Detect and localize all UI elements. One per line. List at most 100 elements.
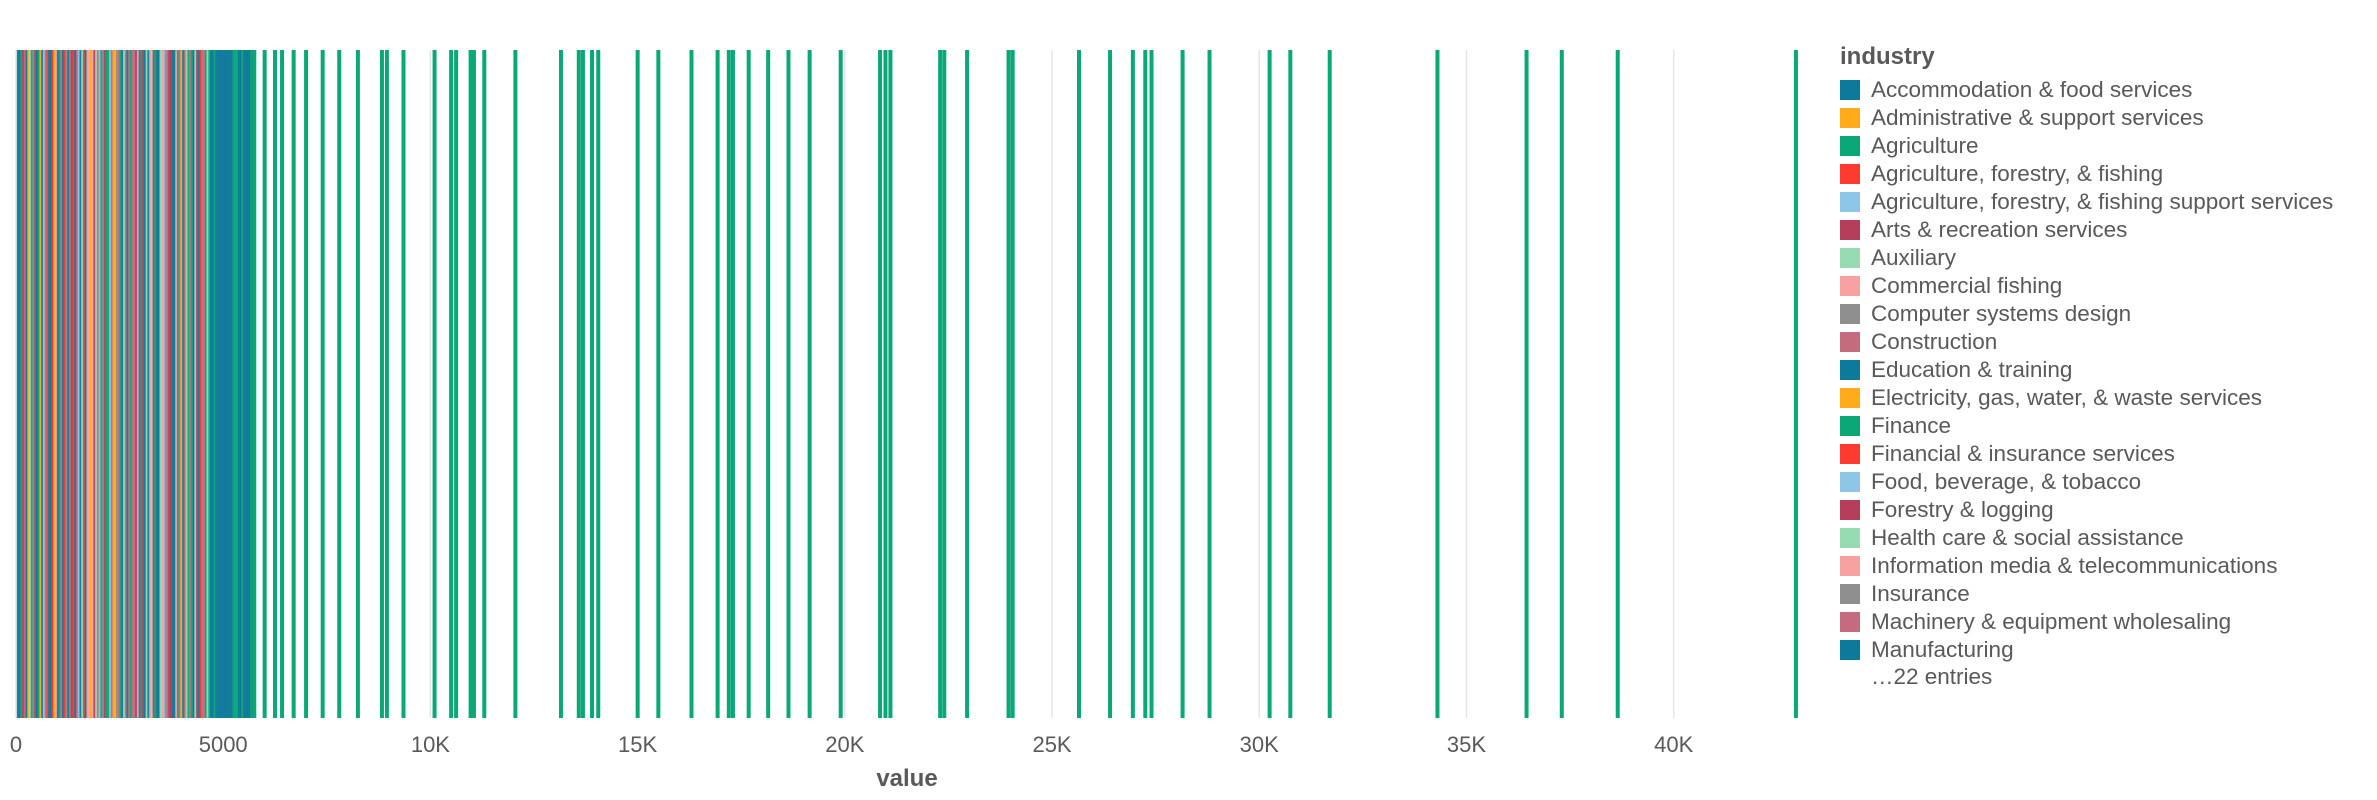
legend-item[interactable]: Health care & social assistance (1840, 524, 2370, 552)
value-mark (355, 50, 360, 718)
legend-item[interactable]: Electricity, gas, water, & waste service… (1840, 384, 2370, 412)
value-mark (1524, 50, 1529, 718)
dense-mark (190, 50, 195, 718)
dense-mark (173, 50, 177, 718)
value-mark (449, 50, 454, 718)
legend-item[interactable]: Accommodation & food services (1840, 76, 2370, 104)
legend-item[interactable]: Construction (1840, 328, 2370, 356)
legend-swatch (1840, 248, 1860, 268)
dense-mark (30, 50, 34, 718)
legend-swatch (1840, 108, 1860, 128)
dense-mark (39, 50, 43, 718)
dense-mark (168, 50, 172, 718)
legend-swatch (1840, 276, 1860, 296)
dense-mark (223, 50, 228, 718)
dense-mark (46, 50, 50, 718)
dense-mark (220, 50, 224, 718)
value-mark (1076, 50, 1081, 718)
value-mark (1010, 50, 1015, 718)
dense-mark (143, 50, 148, 718)
legend-swatch (1840, 360, 1860, 380)
legend-item[interactable]: Information media & telecommunications (1840, 552, 2370, 580)
dense-mark (74, 50, 78, 718)
dense-mark (103, 50, 108, 718)
value-mark (1615, 50, 1620, 718)
dense-mark (37, 50, 41, 718)
value-mark (596, 50, 601, 718)
dense-mark (114, 50, 118, 718)
legend-label: Electricity, gas, water, & waste service… (1871, 385, 2262, 410)
dense-mark (82, 50, 87, 718)
legend-item[interactable]: Machinery & equipment wholesaling (1840, 608, 2370, 636)
legend-item[interactable]: Agriculture, forestry, & fishing support… (1840, 188, 2370, 216)
value-mark (558, 50, 563, 718)
value-mark (379, 50, 384, 718)
dense-mark (126, 50, 130, 718)
value-mark (838, 50, 843, 718)
legend-swatch (1840, 164, 1860, 184)
legend-more-entries: …22 entries (1871, 664, 1993, 689)
dense-mark (145, 50, 149, 718)
legend-item[interactable]: Agriculture, forestry, & fishing (1840, 160, 2370, 188)
legend-swatch (1840, 528, 1860, 548)
legend-item[interactable]: Finance (1840, 412, 2370, 440)
legend-swatch (1840, 332, 1860, 352)
dense-mark (241, 50, 245, 718)
dense-mark (63, 50, 68, 718)
value-mark (471, 50, 476, 718)
dense-mark (189, 50, 193, 718)
legend-item[interactable]: Food, beverage, & tobacco (1840, 468, 2370, 496)
dense-mark (197, 50, 202, 718)
value-mark (1006, 50, 1011, 718)
value-mark (432, 50, 437, 718)
legend-item[interactable]: Forestry & logging (1840, 496, 2370, 524)
legend-label: Food, beverage, & tobacco (1871, 469, 2142, 494)
value-mark (1130, 50, 1135, 718)
value-mark (1180, 50, 1185, 718)
dense-mark (210, 50, 214, 718)
dense-mark (248, 50, 252, 718)
dense-mark (55, 50, 59, 718)
legend-item[interactable]: Auxiliary (1840, 244, 2370, 272)
dense-mark (109, 50, 113, 718)
x-axis-ticks: 0 5000 10K 15K 20K 25K 30K 35K 40K (10, 732, 1694, 757)
dense-mark (192, 50, 196, 718)
legend-swatch (1840, 80, 1860, 100)
dense-mark (77, 50, 81, 718)
dense-mark (88, 50, 92, 718)
dense-mark (107, 50, 111, 718)
dense-mark (199, 50, 203, 718)
legend-label: Agriculture, forestry, & fishing support… (1871, 189, 2334, 214)
legend-item[interactable]: Arts & recreation services (1840, 216, 2370, 244)
legend-label: Arts & recreation services (1871, 217, 2128, 242)
x-tick-label: 25K (1032, 732, 1071, 757)
legend-swatch (1840, 388, 1860, 408)
value-mark (1267, 50, 1272, 718)
legend-label: Forestry & logging (1871, 497, 2054, 522)
legend-label: Construction (1871, 329, 1998, 354)
dense-mark (176, 50, 181, 718)
dense-mark (95, 50, 99, 718)
legend-item[interactable]: Computer systems design (1840, 300, 2370, 328)
value-mark (304, 50, 309, 718)
legend-item[interactable]: Financial & insurance services (1840, 440, 2370, 468)
legend-item[interactable]: Education & training (1840, 356, 2370, 384)
legend-item[interactable]: Insurance (1840, 580, 2370, 608)
legend-item[interactable]: Manufacturing (1840, 636, 2370, 664)
dense-mark (79, 50, 83, 718)
value-mark (320, 50, 325, 718)
dense-mark (216, 50, 221, 718)
dense-mark (129, 50, 134, 718)
dense-mark (237, 50, 242, 718)
value-mark (384, 50, 389, 718)
legend-item[interactable]: Administrative & support services (1840, 104, 2370, 132)
dense-mark (70, 50, 74, 718)
dense-mark (86, 50, 90, 718)
legend-item[interactable]: Commercial fishing (1840, 272, 2370, 300)
dense-mark (25, 50, 29, 718)
dense-mark (34, 50, 38, 718)
value-mark (730, 50, 735, 718)
legend-item[interactable]: Agriculture (1840, 132, 2370, 160)
dense-mark (183, 50, 188, 718)
